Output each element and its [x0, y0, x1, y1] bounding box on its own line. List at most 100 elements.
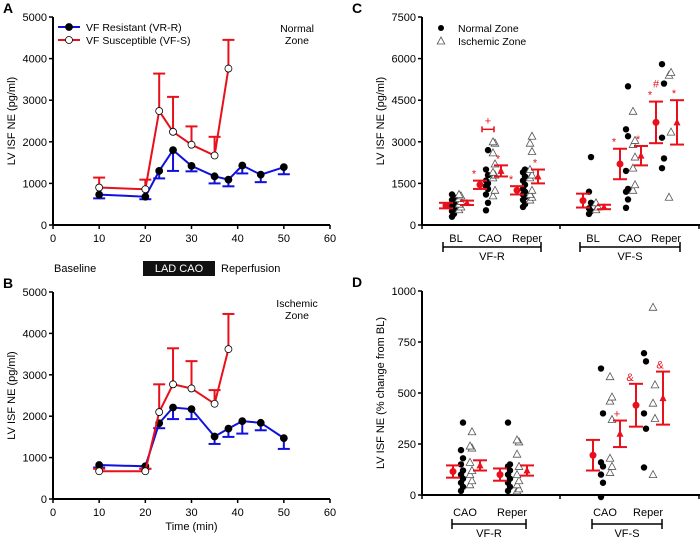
ischemic-point — [525, 189, 535, 198]
panel-B: 0 1000 2000 3000 4000 5000 LV ISF NE (pg/ml) B 0… — [3, 275, 336, 533]
category-label: CAO — [478, 233, 502, 245]
y-tick-label: 3000 — [23, 370, 47, 382]
normal-point — [482, 191, 490, 198]
panel-C: 0 1500 3000 4500 6000 7500 LV ISF NE (pg/ml) C B… — [352, 0, 700, 263]
ischemic-point — [648, 469, 658, 478]
normal-point — [640, 464, 648, 471]
y-tick-label: 3000 — [392, 137, 416, 149]
y-tick-label: 4000 — [23, 328, 47, 340]
mean-marker-ischemic — [673, 118, 681, 126]
ischemic-point — [488, 191, 498, 200]
y-tick-label: 1000 — [392, 286, 416, 298]
category-label: CAO — [593, 507, 617, 519]
mean-marker-normal — [476, 181, 484, 189]
data-point — [256, 170, 265, 179]
significance-mark: + — [485, 115, 491, 127]
category-CAO: CAO * * — [612, 83, 648, 245]
data-point — [279, 163, 288, 172]
significance-mark: * — [636, 134, 641, 146]
mean-marker-ischemic — [659, 394, 667, 402]
normal-point — [448, 191, 456, 198]
group-label: VF-S — [617, 251, 642, 263]
normal-point — [624, 133, 632, 140]
ischemic-point — [628, 185, 638, 194]
significance-mark: * — [509, 174, 514, 186]
normal-point — [484, 199, 492, 207]
normal-point — [642, 425, 650, 432]
mean-marker-ischemic — [534, 172, 542, 180]
series-susceptible — [93, 312, 235, 476]
significance-mark: * — [612, 137, 617, 149]
legend-marker — [65, 23, 73, 31]
series-line — [99, 148, 285, 198]
y-tick-label: 3000 — [23, 95, 47, 107]
y-tick-label: 2000 — [23, 411, 47, 423]
y-tick-label: 4500 — [392, 95, 416, 107]
x-tick-label: 30 — [185, 233, 197, 245]
ischemic-point — [467, 426, 477, 436]
x-tick-label: 20 — [139, 233, 151, 245]
ischemic-point — [465, 469, 475, 478]
normal-point — [624, 185, 632, 193]
ischemic-point — [454, 189, 464, 198]
ischemic-point — [465, 479, 475, 489]
ischemic-point — [607, 392, 617, 401]
y-tick-label: 5000 — [23, 287, 47, 299]
x-tick-label: 60 — [324, 507, 336, 519]
data-point — [224, 424, 233, 433]
y-tick-label: 0 — [41, 494, 47, 506]
normal-point — [597, 471, 605, 478]
x-tick-label: 20 — [139, 507, 151, 519]
group-label: VF-R — [476, 528, 502, 537]
ischemic-point — [527, 170, 537, 179]
ischemic-point — [514, 475, 524, 485]
ischemic-point — [666, 127, 676, 136]
ischemic-point — [525, 138, 535, 147]
category-Reper: Reper — [493, 419, 534, 519]
category-CAO: CAO * * + — [472, 115, 508, 245]
ischemic-point — [488, 148, 498, 157]
category-BL: BL — [576, 153, 611, 245]
ischemic-point — [512, 449, 522, 458]
data-point — [210, 432, 219, 441]
ischemic-point — [490, 185, 500, 194]
ischemic-point — [467, 475, 477, 485]
category-label: Reper — [651, 233, 681, 245]
legend-label: VF Resistant (VR-R) — [86, 22, 182, 34]
data-point — [187, 140, 196, 149]
y-axis-label: LV ISF NE (pg/ml) — [6, 351, 18, 439]
phase-occlusion-bar — [143, 261, 215, 276]
normal-point — [597, 493, 605, 501]
category-label: Reper — [497, 507, 527, 519]
group-VF-S: BL CAO* *Reper*#*VF-S — [576, 60, 684, 263]
zone-label: Zone — [285, 35, 309, 47]
category-label: BL — [449, 233, 462, 245]
ischemic-point — [527, 131, 537, 140]
legend-label: Normal Zone — [458, 23, 519, 35]
ischemic-point — [512, 435, 522, 444]
normal-point — [484, 171, 492, 179]
ischemic-point — [527, 185, 537, 194]
ischemic-point — [465, 457, 475, 466]
normal-point — [457, 446, 465, 454]
category-label: Reper — [633, 507, 663, 519]
y-tick-label: 1000 — [23, 178, 47, 190]
category-label: CAO — [618, 233, 642, 245]
mean-marker-ischemic — [600, 202, 608, 210]
normal-point — [457, 461, 465, 468]
data-point — [141, 185, 150, 194]
series-susceptible — [93, 38, 235, 194]
normal-point — [658, 134, 666, 141]
data-point — [141, 467, 150, 476]
data-point — [95, 467, 104, 476]
ischemic-point — [666, 67, 676, 76]
mean-marker-normal — [616, 160, 624, 168]
panel-letter: C — [352, 0, 362, 16]
data-point — [187, 384, 196, 393]
data-point — [279, 434, 288, 443]
significance-mark: * — [472, 169, 477, 181]
significance-mark: & — [626, 372, 634, 384]
ischemic-point — [605, 453, 615, 462]
x-tick-label: 50 — [278, 233, 290, 245]
